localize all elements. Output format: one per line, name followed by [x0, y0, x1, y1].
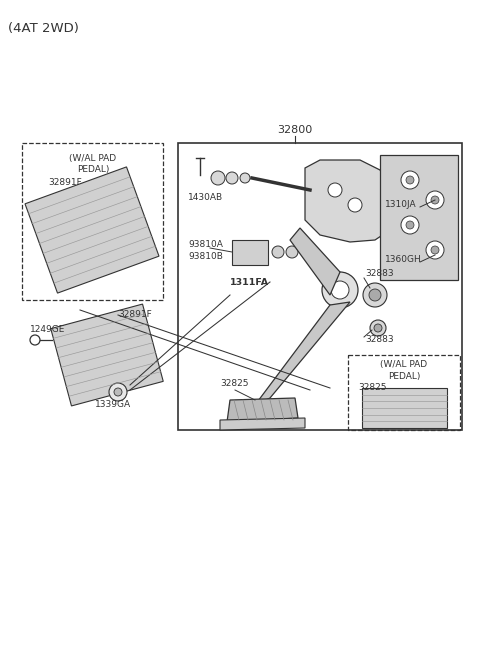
Circle shape	[401, 171, 419, 189]
Circle shape	[374, 324, 382, 332]
Text: 1360GH: 1360GH	[385, 255, 422, 264]
Text: 32800: 32800	[277, 125, 312, 135]
Text: 32825: 32825	[358, 383, 386, 392]
Circle shape	[426, 191, 444, 209]
Text: (W/AL PAD: (W/AL PAD	[381, 360, 428, 369]
Circle shape	[363, 283, 387, 307]
Circle shape	[406, 176, 414, 184]
Text: 1430AB: 1430AB	[188, 193, 223, 202]
Circle shape	[286, 246, 298, 258]
Text: (W/AL PAD: (W/AL PAD	[70, 154, 117, 163]
Polygon shape	[220, 418, 305, 430]
Circle shape	[328, 183, 342, 197]
Circle shape	[370, 320, 386, 336]
Polygon shape	[51, 304, 163, 406]
Polygon shape	[25, 167, 159, 293]
Polygon shape	[380, 155, 458, 280]
Text: (4AT 2WD): (4AT 2WD)	[8, 22, 79, 35]
Text: 32883: 32883	[365, 335, 394, 344]
Circle shape	[211, 171, 225, 185]
Polygon shape	[255, 302, 350, 405]
Text: PEDAL): PEDAL)	[77, 165, 109, 174]
Text: 1249GE: 1249GE	[30, 325, 65, 334]
Polygon shape	[305, 160, 390, 242]
Text: 1339GA: 1339GA	[95, 400, 131, 409]
Text: 32891F: 32891F	[48, 178, 82, 187]
Text: 32883: 32883	[365, 269, 394, 278]
Circle shape	[109, 383, 127, 401]
Text: 1310JA: 1310JA	[385, 200, 417, 209]
Circle shape	[426, 241, 444, 259]
Text: 93810B: 93810B	[188, 252, 223, 261]
Circle shape	[322, 272, 358, 308]
Polygon shape	[290, 228, 340, 295]
Polygon shape	[232, 240, 268, 265]
Circle shape	[226, 172, 238, 184]
Circle shape	[331, 281, 349, 299]
Circle shape	[431, 246, 439, 254]
Polygon shape	[361, 388, 446, 428]
Text: 32891F: 32891F	[118, 310, 152, 319]
Circle shape	[406, 221, 414, 229]
Circle shape	[431, 196, 439, 204]
Polygon shape	[227, 398, 298, 422]
Circle shape	[401, 216, 419, 234]
Text: 32825: 32825	[220, 379, 249, 388]
Text: PEDAL): PEDAL)	[388, 372, 420, 381]
Circle shape	[272, 246, 284, 258]
Circle shape	[348, 198, 362, 212]
Circle shape	[114, 388, 122, 396]
Text: 93810A: 93810A	[188, 240, 223, 249]
Circle shape	[369, 289, 381, 301]
Circle shape	[240, 173, 250, 183]
Text: 1311FA: 1311FA	[230, 278, 269, 287]
